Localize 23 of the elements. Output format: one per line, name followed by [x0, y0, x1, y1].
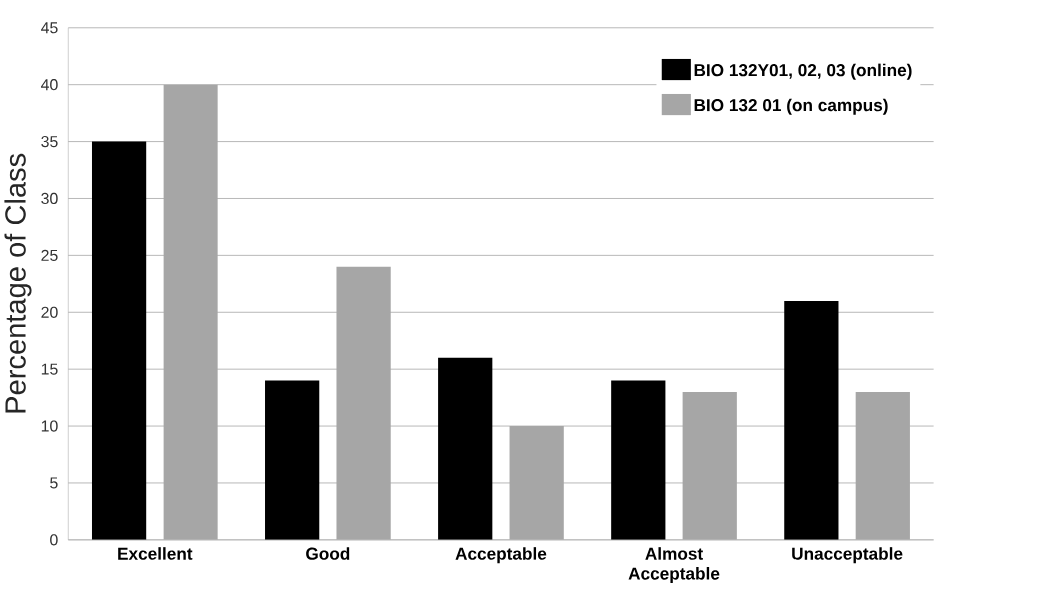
y-tick-label: 0 [50, 534, 58, 546]
y-tick-label: 35 [41, 135, 58, 148]
x-tick-label: Almost Acceptable [628, 547, 720, 583]
y-tick-label: 10 [41, 420, 58, 432]
y-tick-label: 5 [50, 477, 58, 489]
bar [265, 380, 320, 540]
x-tick-label: Unacceptable [792, 547, 903, 564]
legend-label: BIO 132 01 (on campus) [694, 98, 888, 115]
y-tick-label: 15 [41, 363, 58, 375]
y-tick-label: 25 [41, 249, 58, 261]
x-tick-label: Acceptable [455, 547, 547, 564]
legend-label: BIO 132Y01, 02, 03 (online) [694, 63, 912, 80]
bar [438, 357, 493, 540]
y-tick-label: 40 [41, 78, 58, 91]
x-tick-label: Good [306, 547, 350, 560]
y-tick-label: 45 [41, 22, 58, 34]
bar [91, 141, 147, 540]
bar [784, 300, 839, 540]
x-tick-label: Excellent [118, 547, 193, 560]
bar [611, 380, 666, 540]
y-tick-label: 20 [41, 306, 58, 318]
y-axis-title: Percentage of Class [4, 153, 32, 413]
y-tick-label: 30 [41, 192, 58, 204]
